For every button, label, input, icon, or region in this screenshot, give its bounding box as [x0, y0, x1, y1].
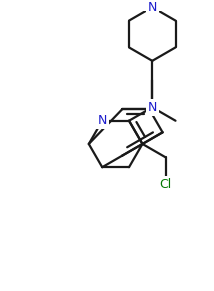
Text: Cl: Cl [160, 178, 172, 191]
Text: N: N [148, 101, 157, 114]
Text: N: N [148, 1, 157, 14]
Text: N: N [98, 114, 107, 127]
